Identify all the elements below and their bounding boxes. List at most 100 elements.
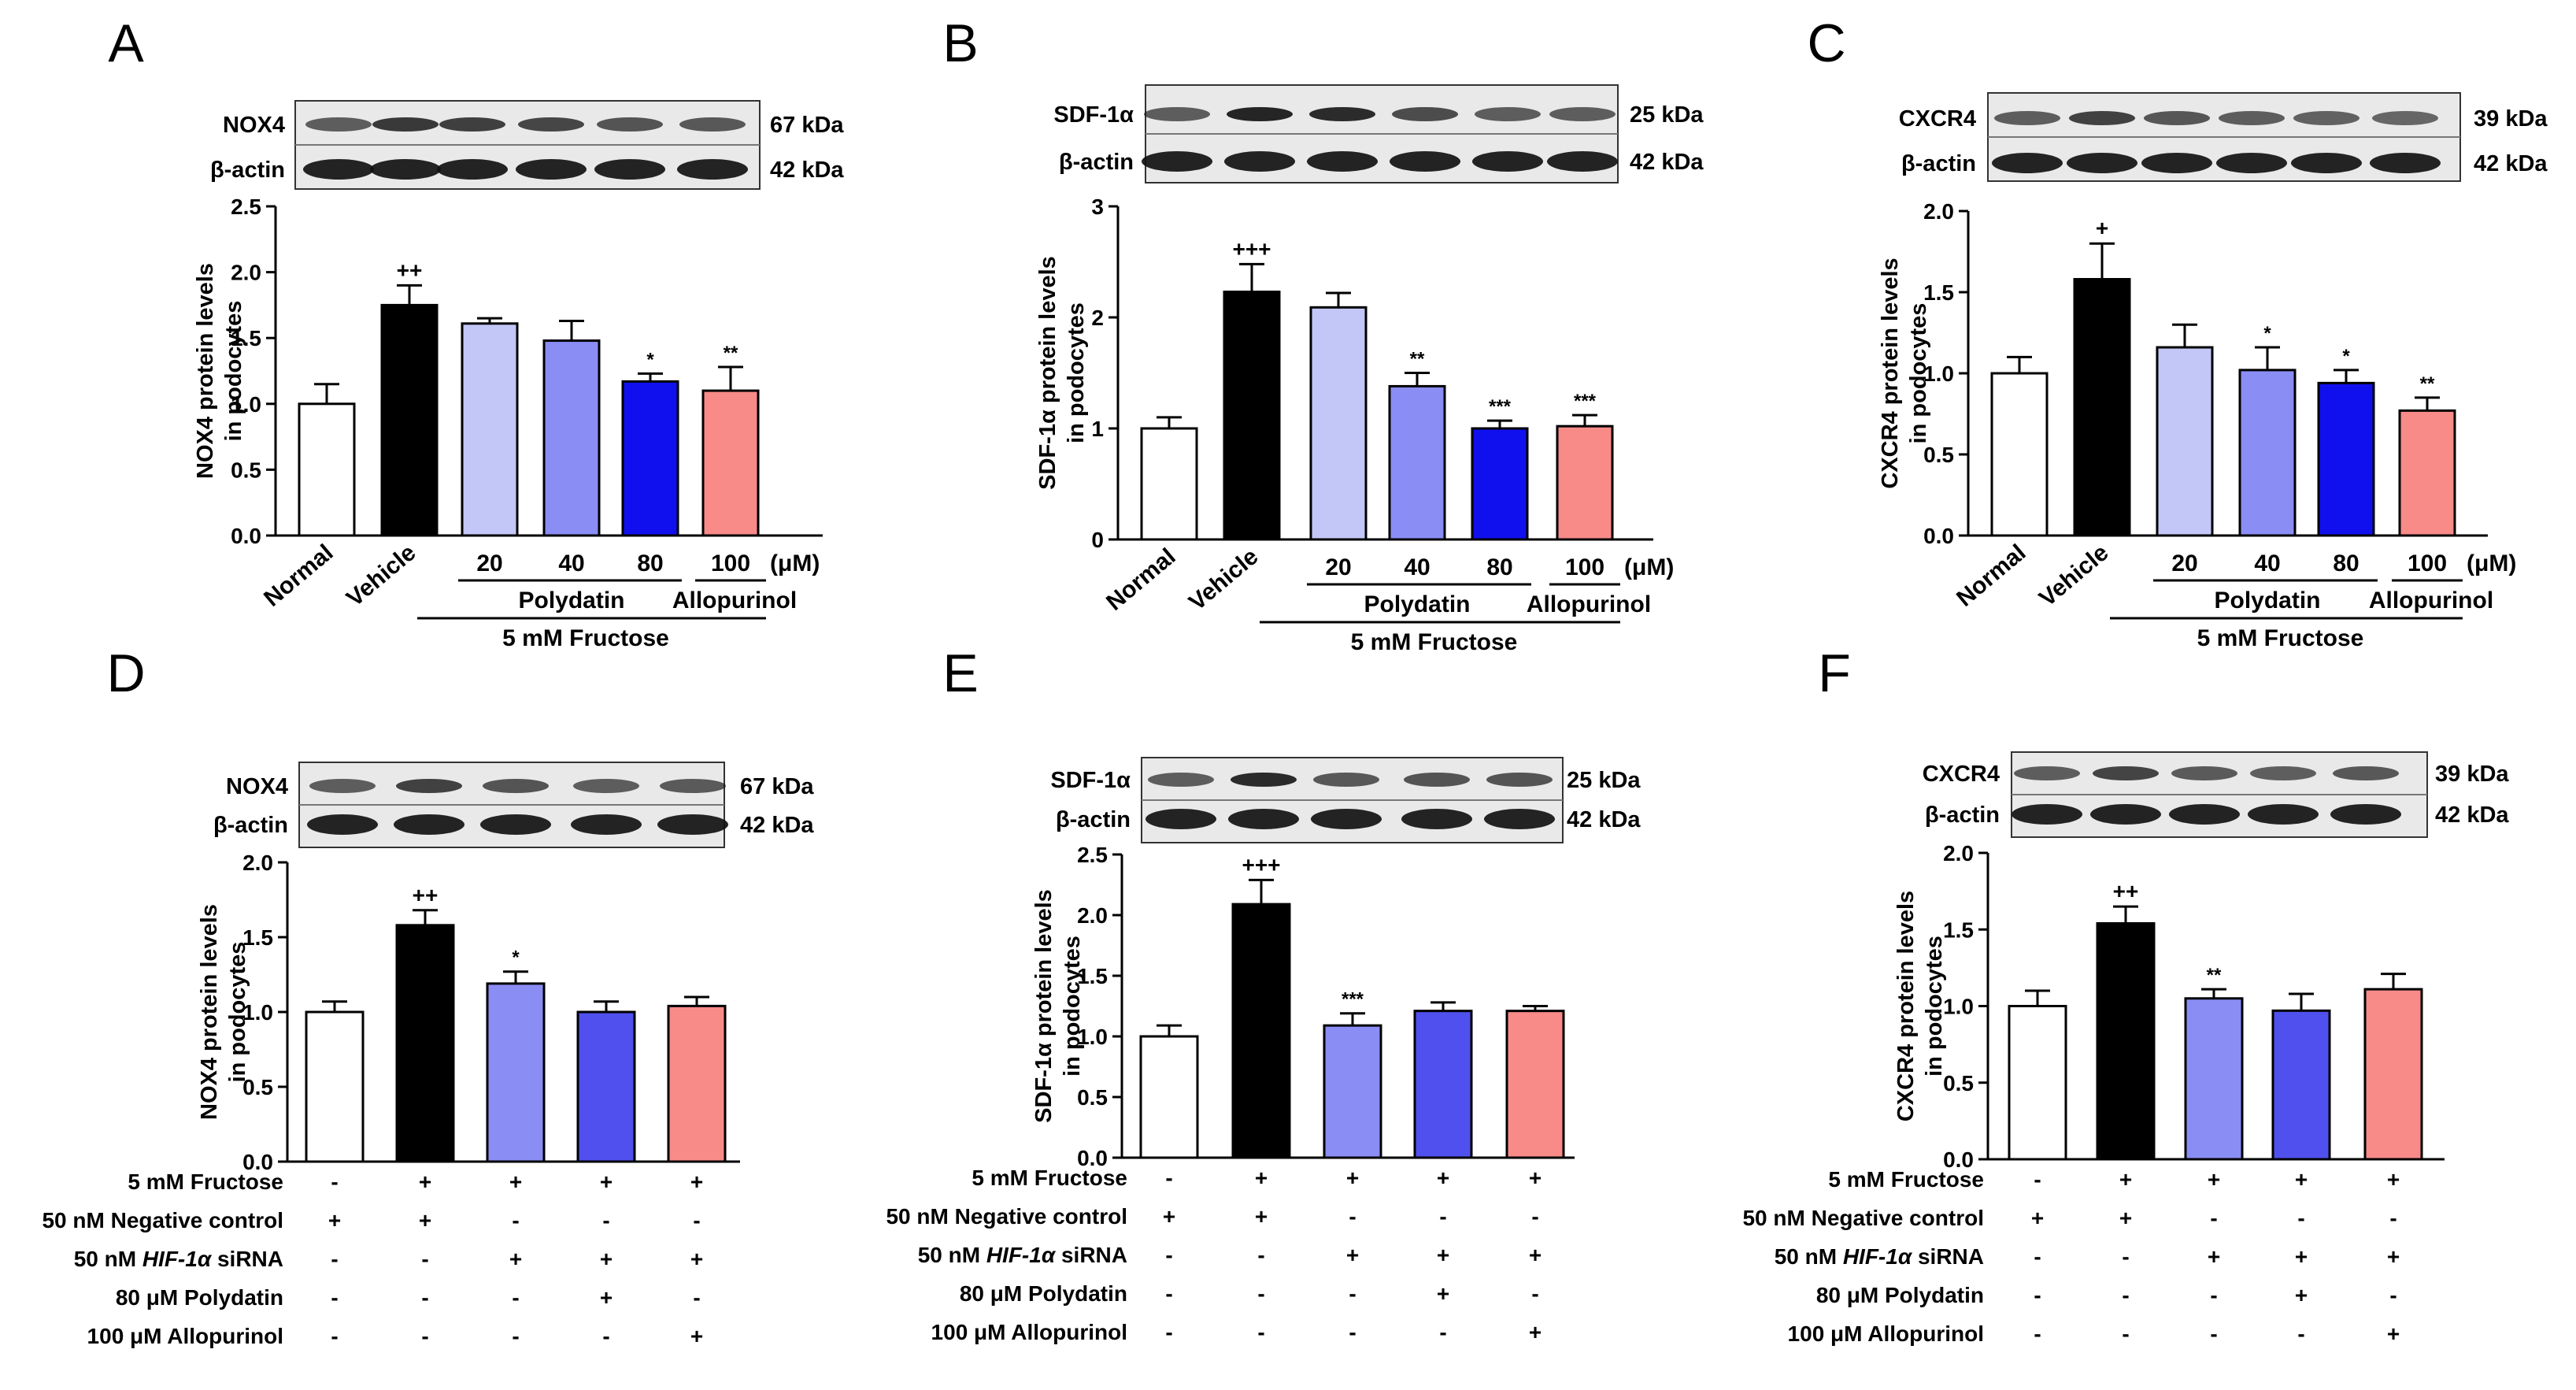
- condition-mark: +: [1437, 1166, 1449, 1190]
- panel-d-western-blot: [298, 762, 728, 848]
- x-category-label: Normal: [259, 539, 338, 612]
- allopurinol-label: Allopurinol: [2369, 588, 2493, 613]
- condition-mark: +: [2387, 1244, 2400, 1269]
- protein-band: [1148, 773, 1214, 787]
- bar: [2238, 369, 2297, 537]
- actin-band: [394, 814, 464, 835]
- protein-band: [679, 117, 746, 132]
- blot-control-label: β-actin: [1925, 802, 2000, 828]
- condition-mark: -: [1257, 1281, 1264, 1306]
- panel-e-y-axis-label: SDF-1α protein levels in podocytes: [1031, 889, 1085, 1123]
- x-category-label: Normal: [1952, 539, 2030, 612]
- x-category-label: Vehicle: [342, 539, 420, 612]
- blot-protein-kda: 25 kDa: [1567, 768, 1641, 793]
- blot-control-label: β-actin: [213, 813, 288, 838]
- x-category-label: 40: [558, 550, 584, 576]
- actin-band: [437, 159, 508, 180]
- actin-band: [1228, 809, 1299, 829]
- condition-mark: -: [421, 1324, 428, 1348]
- condition-mark: -: [2297, 1321, 2304, 1346]
- protein-band: [660, 779, 726, 793]
- bar: [542, 339, 601, 537]
- protein-band: [2333, 766, 2399, 780]
- condition-mark: +: [1529, 1166, 1542, 1190]
- blot-control-kda: 42 kDa: [740, 813, 814, 838]
- protein-band: [1227, 107, 1293, 121]
- actin-band: [2370, 153, 2441, 173]
- significance-label: **: [2207, 965, 2222, 986]
- significance-label: ++: [413, 883, 439, 907]
- bar: [2271, 1009, 2331, 1161]
- blot-protein-kda: 39 kDa: [2435, 762, 2509, 787]
- bar: [1505, 1010, 1565, 1159]
- condition-mark: -: [1257, 1243, 1264, 1267]
- panel-c-y-axis-label: CXCR4 protein levels in podocytes: [1878, 258, 1931, 488]
- condition-label: 80 μM Polydatin: [1816, 1283, 1984, 1307]
- protein-band: [1231, 773, 1297, 787]
- y-tick-label: 1.0: [1943, 995, 1974, 1019]
- significance-label: ***: [1574, 391, 1597, 412]
- condition-mark: -: [1257, 1320, 1264, 1344]
- condition-label: 5 mM Fructose: [128, 1169, 283, 1194]
- panel-e-letter: E: [942, 643, 978, 703]
- x-category-label: 40: [2254, 550, 2280, 576]
- condition-mark: -: [1439, 1320, 1446, 1344]
- condition-mark: -: [2034, 1283, 2041, 1307]
- condition-mark: -: [2389, 1206, 2396, 1230]
- y-tick-label: 2.5: [231, 195, 261, 219]
- condition-mark: +: [690, 1324, 703, 1348]
- panel-a-western-blot: [294, 100, 761, 190]
- significance-label: +: [2096, 216, 2108, 240]
- y-tick-label: 2.0: [1943, 841, 1974, 866]
- protein-band: [2069, 111, 2135, 125]
- blot-control-kda: 42 kDa: [2435, 802, 2509, 828]
- condition-mark: -: [2122, 1321, 2129, 1346]
- y-tick-label: 0.5: [242, 1075, 273, 1099]
- condition-mark: +: [1529, 1320, 1542, 1344]
- condition-mark: -: [2389, 1283, 2396, 1307]
- condition-mark: -: [421, 1247, 428, 1271]
- bar: [1990, 372, 2049, 537]
- panel-d-letter: D: [106, 643, 145, 703]
- bar: [621, 380, 679, 537]
- y-tick-label: 1.5: [1923, 280, 1954, 305]
- bar: [486, 982, 546, 1163]
- blot-protein-kda: 67 kDa: [740, 774, 814, 799]
- blot-control-kda: 42 kDa: [2474, 151, 2548, 176]
- condition-mark: -: [331, 1169, 338, 1194]
- condition-mark: -: [1349, 1320, 1356, 1344]
- actin-band: [303, 159, 374, 180]
- blot-protein-label: CXCR4: [1923, 762, 2000, 787]
- blot-protein-label: SDF-1α: [1053, 102, 1134, 128]
- protein-band: [2093, 766, 2159, 780]
- condition-mark: -: [1165, 1320, 1172, 1344]
- condition-mark: -: [2210, 1283, 2217, 1307]
- condition-mark: -: [1349, 1204, 1356, 1229]
- polydatin-label: Polydatin: [2214, 588, 2320, 613]
- actin-band: [1142, 151, 1212, 172]
- bar: [395, 924, 455, 1163]
- unit-label: (μM): [1624, 554, 1674, 580]
- condition-mark: +: [1437, 1243, 1449, 1267]
- actin-band: [1390, 151, 1460, 172]
- condition-mark: +: [2119, 1206, 2132, 1230]
- condition-mark: -: [421, 1285, 428, 1310]
- panel-d: D NOX4 β-actin 67 kDa 42 kDa 0.0 0.5 1.0 1.5 2.0 N…: [42, 643, 814, 1348]
- actin-band: [1311, 809, 1382, 829]
- protein-band: [1404, 773, 1470, 787]
- condition-mark: +: [1346, 1243, 1359, 1267]
- condition-mark: +: [2387, 1167, 2400, 1192]
- protein-band: [2293, 111, 2359, 125]
- condition-mark: -: [2122, 1244, 2129, 1269]
- bar: [1471, 427, 1529, 541]
- actin-band: [2090, 804, 2161, 825]
- significance-label: ***: [1489, 396, 1512, 417]
- panel-f: F CXCR4 β-actin 39 kDa 42 kDa 0.0 0.5 1.0 1.5 2.0…: [1742, 643, 2509, 1346]
- condition-mark: -: [602, 1208, 609, 1232]
- protein-band: [309, 779, 376, 793]
- panel-f-letter: F: [1818, 643, 1851, 703]
- bar: [1223, 291, 1281, 541]
- protein-band: [1313, 773, 1379, 787]
- panel-b-letter: B: [942, 13, 978, 73]
- x-category-label: 20: [2171, 550, 2197, 576]
